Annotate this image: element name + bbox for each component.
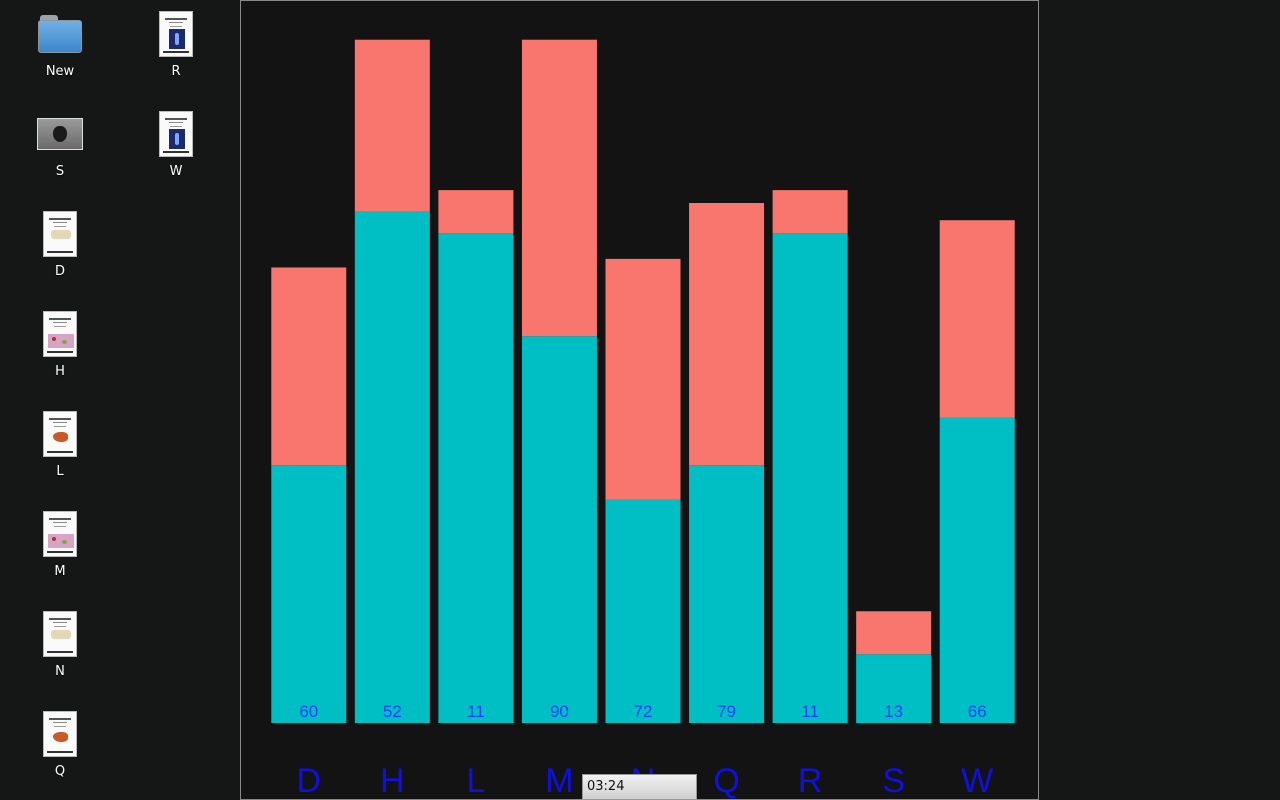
bar-segment-r-upper	[772, 190, 848, 234]
desktop-icon-label: L	[56, 464, 64, 479]
desktop-icon-h[interactable]: H	[20, 310, 100, 379]
pdf-document-icon	[136, 10, 216, 58]
desktop-icon-label: N	[55, 664, 65, 679]
image-file-icon	[20, 110, 100, 158]
bar-segment-h-upper	[354, 39, 430, 212]
desktop-icon-label: S	[55, 164, 65, 179]
bar-segment-n-lower	[605, 499, 681, 723]
desktop-icon-label: Q	[54, 764, 66, 779]
bar-segment-w-lower	[939, 417, 1015, 723]
desktop-icon-l[interactable]: L	[20, 410, 100, 479]
bar-segment-n-upper	[605, 258, 681, 500]
pdf-document-icon	[20, 310, 100, 358]
desktop-icon-label: H	[55, 364, 65, 379]
x-tick-label: Q	[713, 762, 739, 799]
desktop-icon-label: M	[54, 564, 66, 579]
bar-segment-d-lower	[271, 465, 347, 723]
desktop-icon-d[interactable]: D	[20, 210, 100, 279]
bar-value-label: 11	[801, 702, 819, 721]
bar-segment-l-lower	[438, 233, 514, 723]
bar-value-label: 11	[467, 702, 485, 721]
bar-value-label: 13	[884, 702, 903, 721]
bar-segment-m-upper	[521, 39, 597, 337]
bar-value-label: 72	[634, 702, 653, 721]
desktop-icon-n[interactable]: N	[20, 610, 100, 679]
desktop-icon-label: D	[54, 264, 65, 279]
bar-value-label: 60	[299, 702, 318, 721]
bar-segment-w-upper	[939, 220, 1015, 418]
x-tick-label: D	[296, 762, 321, 799]
pdf-document-icon	[20, 210, 100, 258]
bar-segment-q-upper	[689, 203, 765, 466]
desktop-icon-label: R	[171, 64, 181, 79]
bar-segment-m-lower	[521, 336, 597, 723]
bar-segment-s-upper	[856, 611, 932, 655]
desktop-icon-w[interactable]: W	[136, 110, 216, 179]
desktop-icon-r[interactable]: R	[136, 10, 216, 79]
desktop-icon-label: New	[45, 64, 75, 79]
x-tick-label: H	[380, 762, 405, 799]
pdf-document-icon	[20, 410, 100, 458]
desktop-icon-s[interactable]: S	[20, 110, 100, 179]
x-tick-label: W	[961, 762, 993, 799]
x-tick-label: R	[798, 762, 823, 799]
x-tick-label: S	[882, 762, 905, 799]
taskbar-clock: 03:24	[582, 774, 697, 800]
bar-segment-d-upper	[271, 267, 347, 466]
pdf-document-icon	[20, 610, 100, 658]
bar-segment-q-lower	[689, 465, 765, 723]
pdf-document-icon	[20, 510, 100, 558]
bar-segment-r-lower	[772, 233, 848, 723]
bar-segment-h-lower	[354, 211, 430, 724]
pdf-document-icon	[136, 110, 216, 158]
bar-value-label: 52	[383, 702, 402, 721]
desktop-icon-label: W	[169, 164, 183, 179]
desktop-icon-new[interactable]: New	[20, 10, 100, 79]
bar-value-label: 90	[550, 702, 569, 721]
desktop-icon-q[interactable]: Q	[20, 710, 100, 779]
folder-icon	[20, 10, 100, 58]
bar-value-label: 66	[968, 702, 987, 721]
pdf-document-icon	[20, 710, 100, 758]
chart-window[interactable]: 60D52H11L90M72N79Q11R13S66W	[240, 0, 1039, 800]
bar-segment-l-upper	[438, 190, 514, 234]
clock-text: 03:24	[587, 779, 625, 794]
desktop-icon-m[interactable]: M	[20, 510, 100, 579]
stacked-bar-chart: 60D52H11L90M72N79Q11R13S66W	[271, 39, 1015, 799]
x-tick-label: M	[545, 762, 573, 799]
bar-segment-s-lower	[856, 654, 932, 723]
bar-value-label: 79	[717, 702, 736, 721]
x-tick-label: L	[466, 762, 485, 799]
